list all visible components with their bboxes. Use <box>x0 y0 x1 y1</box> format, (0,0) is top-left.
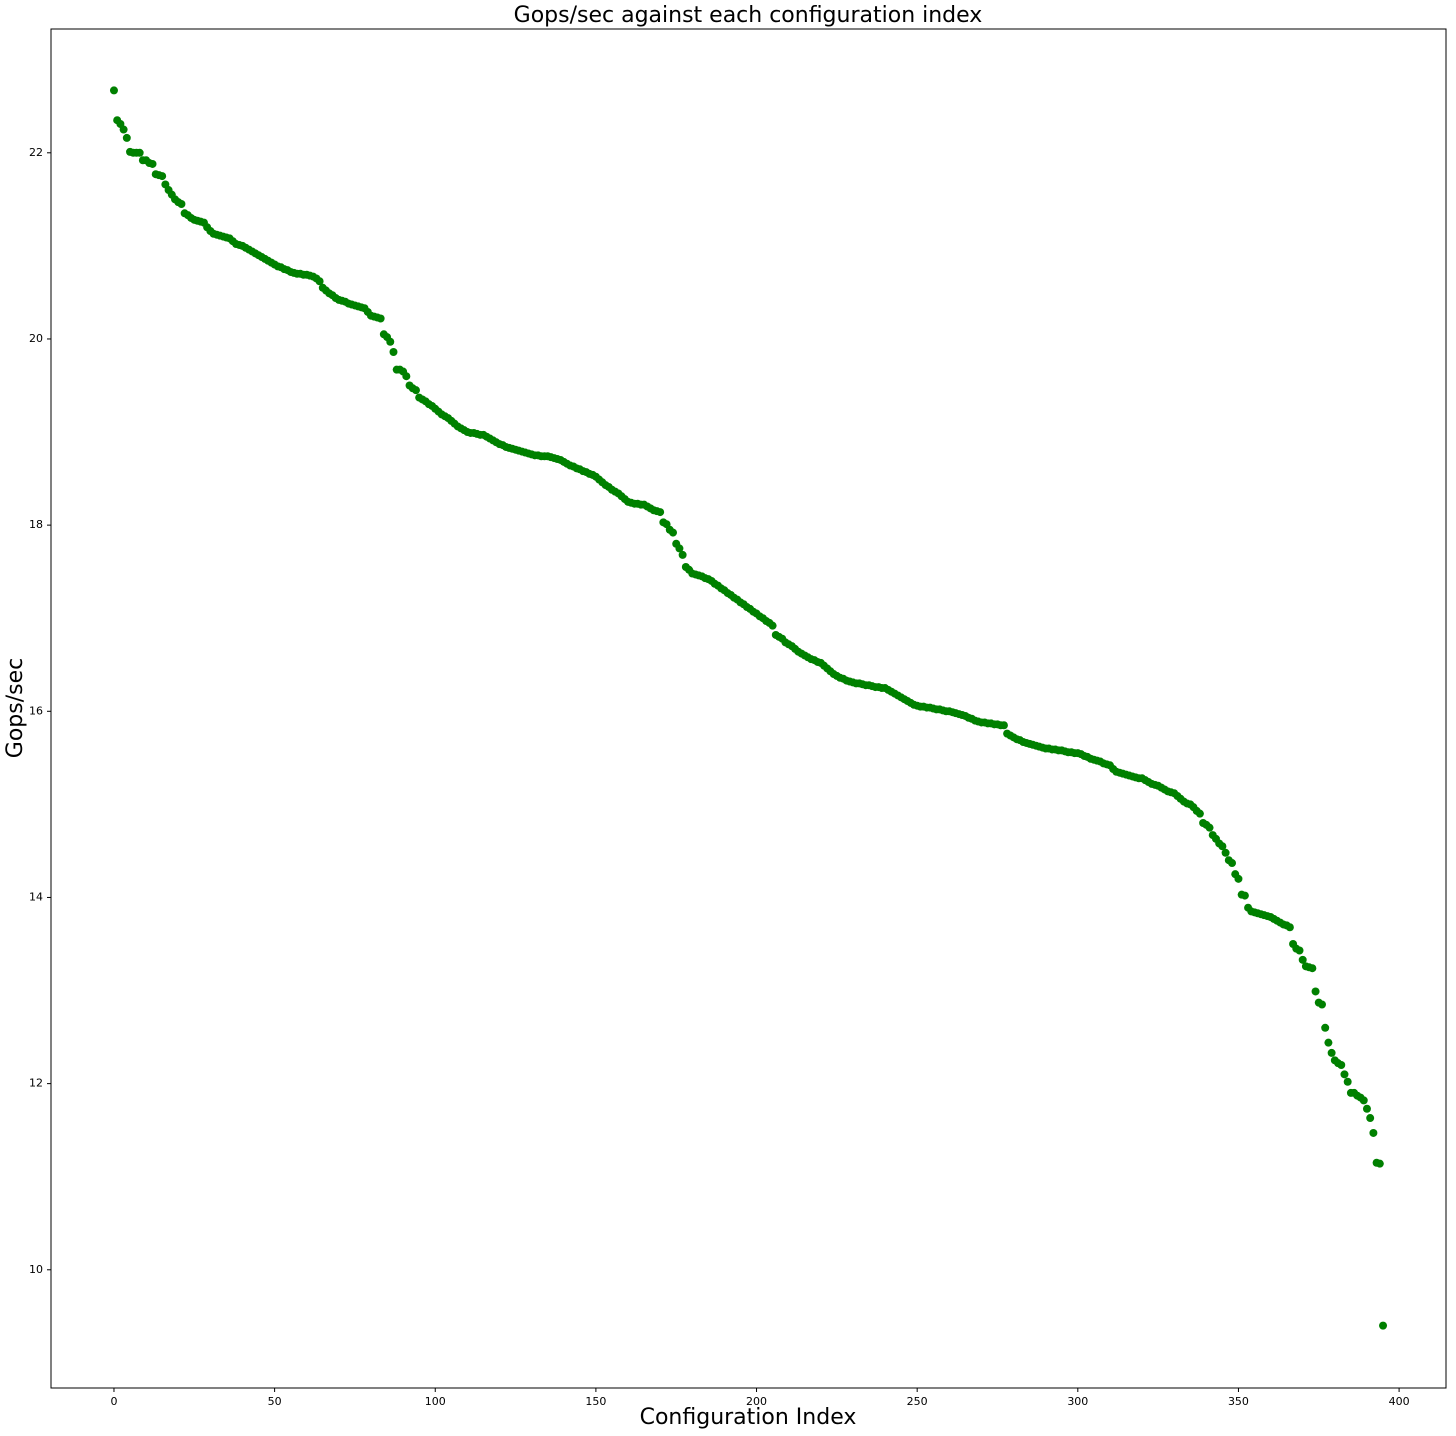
x-tick-label: 250 <box>907 1395 928 1408</box>
y-axis-label: Gops/sec <box>3 658 28 758</box>
point <box>402 372 411 381</box>
point <box>158 172 167 181</box>
point <box>119 125 128 134</box>
point <box>411 386 420 395</box>
point <box>1337 1061 1346 1070</box>
point <box>1340 1070 1349 1079</box>
x-tick-label: 200 <box>746 1395 767 1408</box>
point <box>135 148 144 157</box>
y-tick-label: 16 <box>29 704 43 717</box>
point <box>1375 1159 1384 1168</box>
point <box>376 314 385 323</box>
x-tick-label: 400 <box>1389 1395 1410 1408</box>
y-tick-label: 22 <box>29 146 43 159</box>
point <box>109 86 118 95</box>
point <box>1295 946 1304 955</box>
point <box>1308 964 1317 973</box>
point <box>1298 955 1307 964</box>
chart-title: Gops/sec against each configuration inde… <box>514 3 983 28</box>
y-tick-label: 18 <box>29 518 43 531</box>
y-tick-label: 12 <box>29 1077 43 1090</box>
point <box>1195 809 1204 818</box>
point <box>678 550 687 559</box>
point <box>1240 891 1249 900</box>
x-axis-label: Configuration Index <box>640 1405 857 1430</box>
point <box>1343 1077 1352 1086</box>
point <box>177 199 186 208</box>
point <box>1366 1114 1375 1123</box>
point <box>656 508 665 517</box>
point <box>1321 1023 1330 1032</box>
plot-frame <box>50 28 1447 1389</box>
x-tick-label: 100 <box>425 1395 446 1408</box>
point <box>1285 923 1294 932</box>
y-tick-label: 14 <box>29 890 43 903</box>
point <box>1218 842 1227 851</box>
point <box>675 544 684 553</box>
point <box>1324 1038 1333 1047</box>
x-tick-label: 0 <box>110 1395 117 1408</box>
point <box>1228 859 1237 868</box>
point <box>1221 848 1230 857</box>
x-tick-label: 50 <box>268 1395 282 1408</box>
x-tick-label: 350 <box>1228 1395 1249 1408</box>
point <box>1359 1096 1368 1105</box>
point <box>999 721 1008 730</box>
point <box>122 133 131 142</box>
point <box>1327 1048 1336 1057</box>
y-tick-label: 10 <box>29 1263 43 1276</box>
point <box>389 347 398 356</box>
point <box>768 621 777 630</box>
point <box>1362 1104 1371 1113</box>
point <box>315 277 324 286</box>
x-tick-label: 300 <box>1067 1395 1088 1408</box>
point <box>1205 823 1214 832</box>
point <box>1369 1128 1378 1137</box>
point <box>668 528 677 537</box>
point <box>1317 1000 1326 1009</box>
point <box>1379 1321 1388 1330</box>
point <box>1311 987 1320 996</box>
y-tick-label: 20 <box>29 332 43 345</box>
point <box>148 159 157 168</box>
point <box>1234 874 1243 883</box>
x-tick-label: 150 <box>585 1395 606 1408</box>
point <box>386 337 395 346</box>
